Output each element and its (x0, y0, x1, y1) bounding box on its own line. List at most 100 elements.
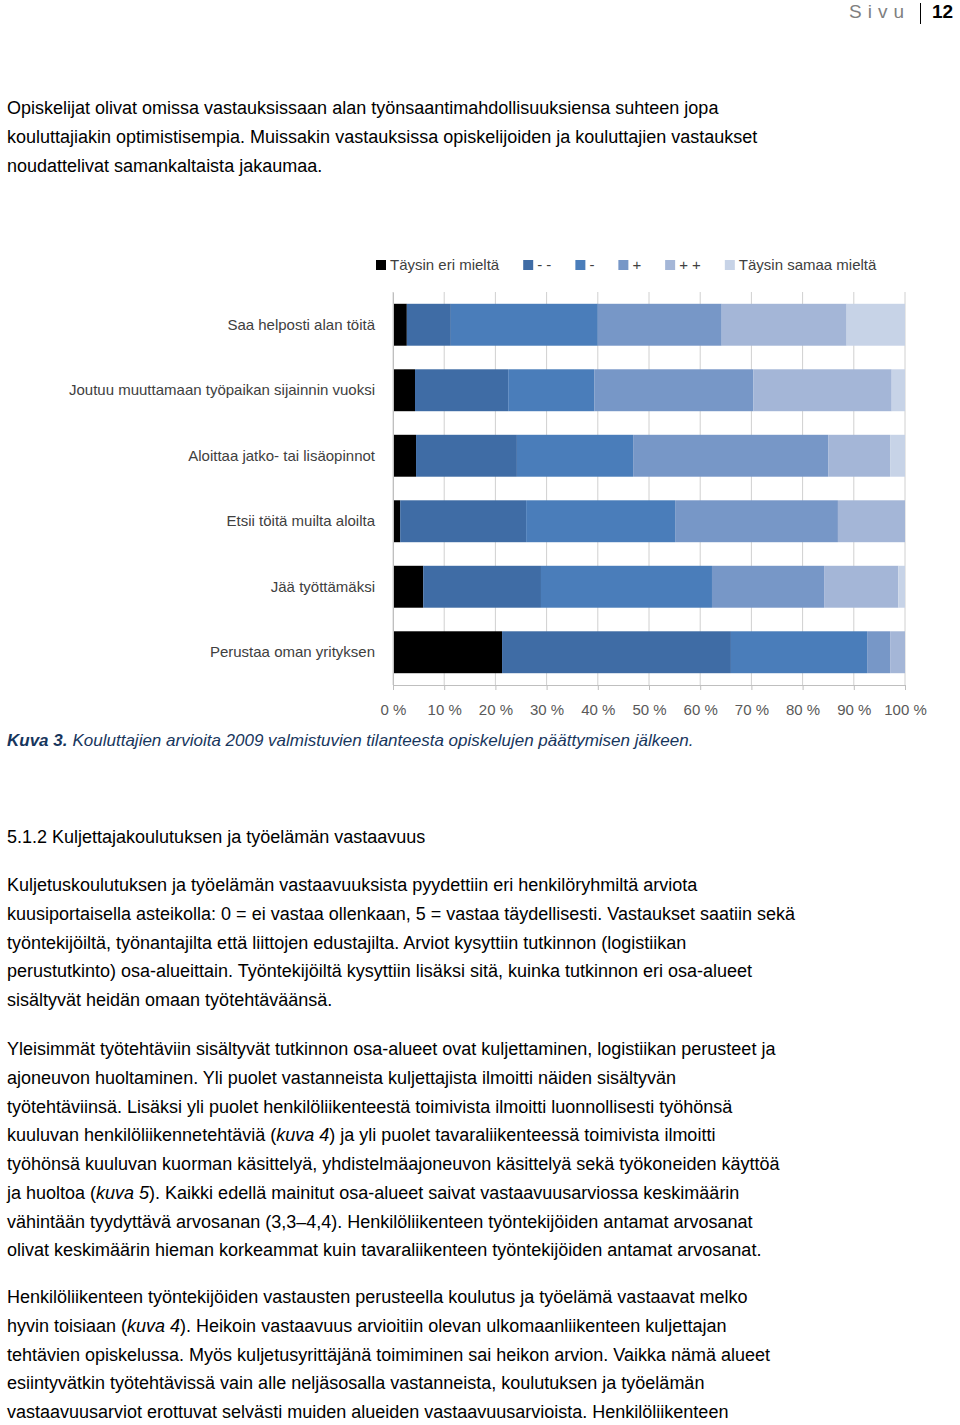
tick-mark (393, 685, 394, 690)
bar (847, 304, 905, 346)
grid-line (546, 292, 547, 685)
text-line: Opiskelijat olivat omissa vastauksissaan… (7, 94, 718, 122)
text-line: työntekijöiltä, työnantajilta että liitt… (7, 929, 686, 957)
text-line: kuusiportaisella asteikolla: 0 = ei vast… (7, 900, 795, 928)
tick-label: 80 % (786, 701, 820, 718)
text-run: ) ja yli puolet tavaraliikenteessä toimi… (329, 1125, 715, 1145)
tick-label: 60 % (684, 701, 718, 718)
page: Sivu12Opiskelijat olivat omissa vastauks… (0, 0, 960, 1425)
grid-line (597, 292, 598, 685)
tick-mark (803, 685, 804, 690)
text-line: kuuluvan henkilöliikennetehtäviä (kuva 4… (7, 1121, 715, 1149)
bar (838, 500, 905, 542)
tick-mark (905, 685, 906, 690)
bar (633, 435, 828, 477)
x-axis: 0 %10 %20 %30 %40 %50 %60 %70 %80 %90 %1… (381, 685, 927, 718)
series-bars (451, 304, 867, 673)
tick-label: 40 % (581, 701, 615, 718)
tick-mark (700, 685, 701, 690)
bar (451, 304, 598, 346)
axis-line (394, 686, 906, 691)
caption-text: Kouluttajien arvioita 2009 valmistuvien … (72, 731, 693, 750)
tick-label: 100 % (884, 701, 927, 718)
tick-mark (598, 685, 599, 690)
bar (517, 435, 633, 477)
y-tick: Perustaa oman yrityksen (210, 643, 393, 660)
bar (415, 369, 508, 411)
bars (393, 304, 905, 673)
bar (898, 566, 905, 608)
text-line: noudattelivat samankaltaista jakaumaa. (7, 152, 322, 180)
bar (905, 631, 906, 673)
section-heading: 5.1.2 Kuljettajakoulutuksen ja työelämän… (7, 823, 425, 851)
legend-item: Täysin eri mieltä (376, 256, 500, 273)
grid-line (853, 292, 854, 685)
bar (393, 304, 407, 346)
text-line: vastaavuusarviot erottuvat selvästi muid… (7, 1398, 728, 1425)
legend-item: + (618, 256, 641, 273)
italic-run: kuva 5 (96, 1183, 149, 1203)
category-label: Etsii töitä muilta aloilta (227, 512, 376, 529)
bar (416, 435, 517, 477)
text-line: vähintään tyydyttävä arvosanan (3,3–4,4)… (7, 1208, 752, 1236)
series-bars (393, 304, 502, 673)
text-line: ajoneuvon huoltaminen. Yli puolet vastan… (7, 1064, 676, 1092)
italic-run: kuva 4 (127, 1316, 180, 1336)
text-line: Kuljetuskoulutuksen ja työelämän vastaav… (7, 871, 697, 899)
text-line: työtehtäviinsä. Lisäksi yli puolet henki… (7, 1093, 732, 1121)
text-run: ). Heikoin vastaavuus arvioitiin olevan … (180, 1316, 726, 1336)
legend-label: Täysin samaa mieltä (739, 256, 877, 273)
tick-label: 0 % (381, 701, 407, 718)
bar (867, 631, 890, 673)
legend-swatch (665, 260, 675, 270)
text-run: ja huoltoa ( (7, 1183, 96, 1203)
legend-label: Täysin eri mieltä (390, 256, 500, 273)
series-bars (400, 304, 731, 673)
legend: Täysin eri mieltä- --++ +Täysin samaa mi… (376, 256, 877, 273)
grid-line (802, 292, 803, 685)
bar (393, 566, 423, 608)
grid-line (444, 292, 445, 685)
text-line: ja huoltoa (kuva 5). Kaikki edellä maini… (7, 1179, 739, 1207)
legend-swatch (575, 260, 585, 270)
x-tick: 100 % (884, 685, 927, 718)
text-line: hyvin toisiaan (kuva 4). Heikoin vastaav… (7, 1312, 726, 1340)
bar (712, 566, 824, 608)
series-bars (594, 304, 890, 673)
category-label: Saa helposti alan töitä (227, 316, 375, 333)
legend-item: + + (665, 256, 701, 273)
x-tick: 10 % (428, 685, 462, 718)
bar (753, 369, 891, 411)
tick-mark (444, 685, 445, 690)
axis-line (393, 293, 394, 686)
chart: 0 %10 %20 %30 %40 %50 %60 %70 %80 %90 %1… (0, 240, 960, 730)
legend-label: + (632, 256, 641, 273)
category-label: Jää työttämäksi (271, 578, 375, 595)
bar (828, 435, 890, 477)
legend-label: - (589, 256, 594, 273)
bar (890, 631, 905, 673)
y-tick: Joutuu muuttamaan työpaikan sijainnin vu… (69, 381, 393, 398)
bar (393, 435, 416, 477)
tick-mark (547, 685, 548, 690)
y-axis: Saa helposti alan töitä Joutuu muuttamaan… (69, 293, 394, 686)
tick-mark (495, 685, 496, 690)
grid (393, 292, 905, 685)
legend-swatch (523, 260, 533, 270)
bar (508, 369, 594, 411)
category-label: Joutuu muuttamaan työpaikan sijainnin vu… (69, 381, 375, 398)
y-tick: Saa helposti alan töitä (227, 316, 393, 333)
series-bars (847, 304, 905, 608)
category-label: Aloittaa jatko- tai lisäopinnot (188, 447, 376, 464)
text-line: Henkilöliikenteen työntekijöiden vastaus… (7, 1283, 747, 1311)
bar (905, 500, 906, 542)
y-tick: Aloittaa jatko- tai lisäopinnot (188, 447, 393, 464)
tick-label: 30 % (530, 701, 564, 718)
x-tick: 20 % (479, 685, 513, 718)
tick-mark (751, 685, 752, 690)
text-line: tehtävien opiskelussa. Myös kuljetusyrit… (7, 1341, 770, 1369)
page-header-label: Sivu (849, 1, 910, 23)
tick-label: 20 % (479, 701, 513, 718)
bar (722, 304, 847, 346)
x-tick: 90 % (837, 685, 871, 718)
